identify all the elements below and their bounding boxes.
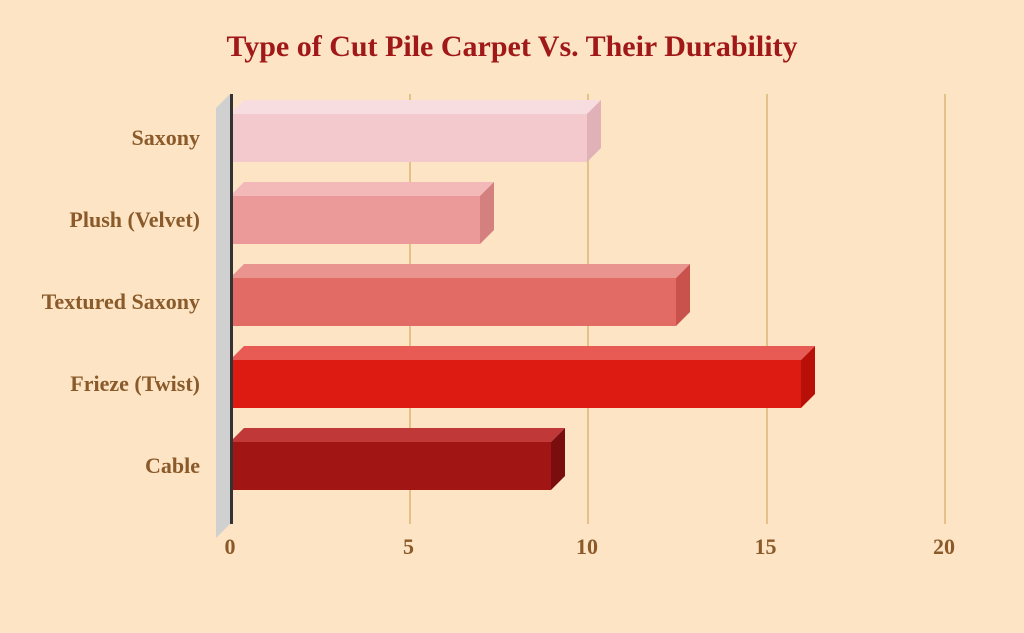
chart-container: Type of Cut Pile Carpet Vs. Their Durabi… bbox=[0, 0, 1024, 633]
y-axis-line bbox=[230, 94, 233, 524]
x-tick-label: 0 bbox=[225, 534, 236, 560]
bar-front bbox=[230, 442, 551, 490]
y-axis-label: Textured Saxony bbox=[30, 289, 230, 315]
bar-front bbox=[230, 114, 587, 162]
bar-front bbox=[230, 196, 480, 244]
y-axis-label: Plush (Velvet) bbox=[30, 207, 230, 233]
x-tick-label: 10 bbox=[576, 534, 598, 560]
bar-row: Saxony bbox=[230, 114, 944, 162]
x-tick-label: 15 bbox=[755, 534, 777, 560]
x-tick-label: 5 bbox=[403, 534, 414, 560]
bar-row: Textured Saxony bbox=[230, 278, 944, 326]
y-axis-label: Cable bbox=[30, 453, 230, 479]
bar-top-face bbox=[230, 264, 690, 278]
bar-top-face bbox=[230, 182, 494, 196]
bar-top-face bbox=[230, 346, 815, 360]
bar-row: Plush (Velvet) bbox=[230, 196, 944, 244]
y-axis-label: Frieze (Twist) bbox=[30, 371, 230, 397]
bar-top-face bbox=[230, 428, 565, 442]
chart-title: Type of Cut Pile Carpet Vs. Their Durabi… bbox=[40, 30, 984, 64]
x-tick-label: 20 bbox=[933, 534, 955, 560]
plot-area: 05101520SaxonyPlush (Velvet)Textured Sax… bbox=[230, 94, 944, 554]
y-axis-label: Saxony bbox=[30, 125, 230, 151]
bar-row: Frieze (Twist) bbox=[230, 360, 944, 408]
bar-top-face bbox=[230, 100, 601, 114]
grid-line bbox=[944, 94, 946, 524]
y-axis-3d-side bbox=[216, 94, 230, 538]
bar-row: Cable bbox=[230, 442, 944, 490]
bar-front bbox=[230, 360, 801, 408]
bar-front bbox=[230, 278, 676, 326]
